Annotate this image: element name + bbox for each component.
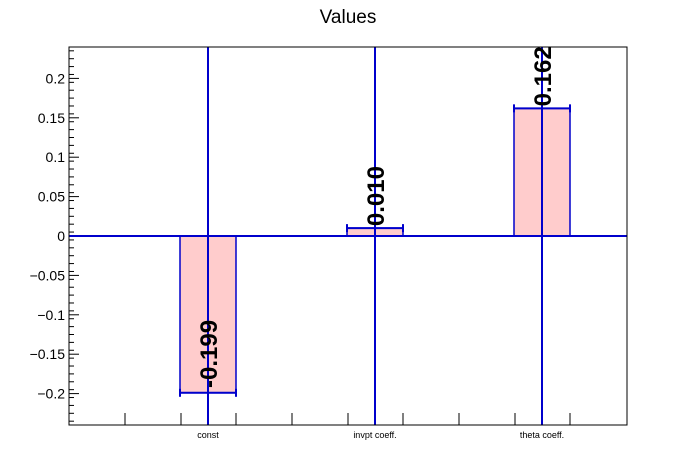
y-tick-label: −0.1 bbox=[37, 307, 65, 323]
y-tick-label: 0.05 bbox=[38, 189, 65, 205]
y-tick-label: 0 bbox=[57, 228, 65, 244]
chart-title: Values bbox=[320, 7, 377, 28]
y-tick-label: −0.2 bbox=[37, 386, 65, 402]
y-tick-label: 0.15 bbox=[38, 110, 65, 126]
y-tick-label: 0.2 bbox=[46, 70, 66, 86]
error-bars bbox=[69, 47, 627, 425]
plot-axes: −0.2 −0.15 −0.1 −0.05 0 0.05 0.1 0.15 0.2 bbox=[30, 50, 628, 425]
data-label: -0.199 bbox=[196, 320, 223, 388]
y-tick-label: 0.1 bbox=[46, 149, 66, 165]
y-tick-label: −0.05 bbox=[30, 267, 66, 283]
x-tick-label: theta coeff. bbox=[520, 430, 564, 440]
plot-frame bbox=[68, 46, 628, 426]
y-tick-label: −0.15 bbox=[30, 346, 66, 362]
x-tick-label: const bbox=[197, 430, 219, 440]
data-labels: const -0.199 invpt coeff. 0.010 theta coeff.… bbox=[196, 46, 564, 440]
x-tick-label: invpt coeff. bbox=[353, 430, 396, 440]
data-label: 0.162 bbox=[530, 46, 557, 106]
data-label: 0.010 bbox=[363, 166, 390, 226]
